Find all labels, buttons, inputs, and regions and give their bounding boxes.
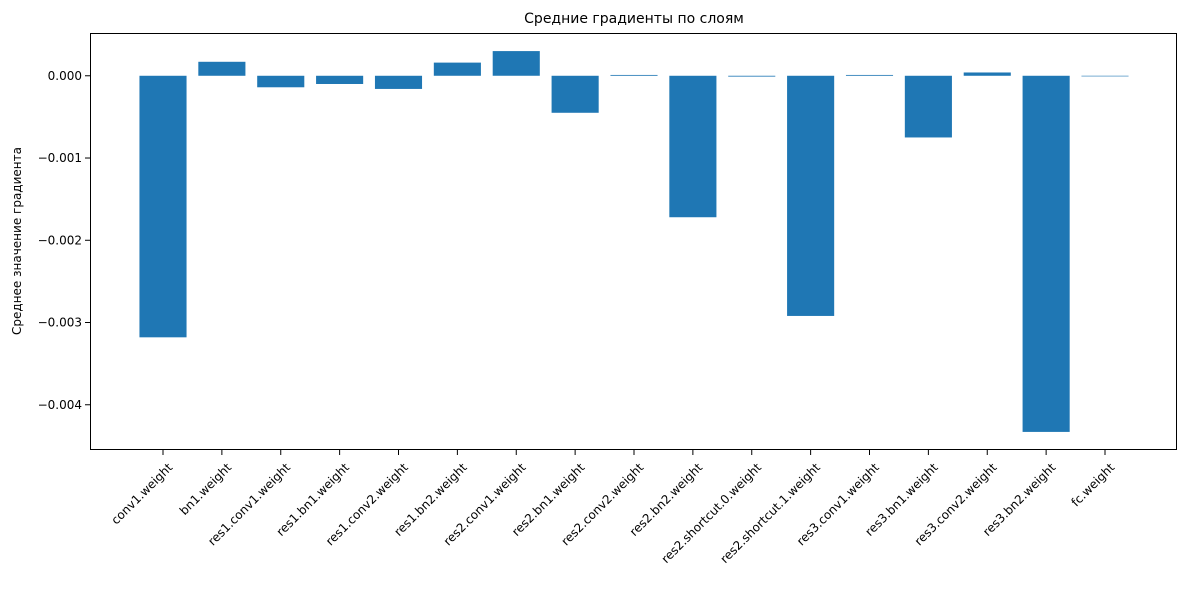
y-tick-label: −0.003	[38, 316, 82, 330]
bars-group	[139, 51, 1129, 432]
y-tick-label: −0.004	[38, 398, 82, 412]
bar	[1081, 75, 1129, 77]
bar	[316, 75, 364, 84]
bar	[139, 75, 187, 338]
bar	[845, 74, 894, 76]
bar	[669, 75, 717, 218]
y-axis: 0.000 −0.001 −0.002 −0.003 −0.004	[38, 69, 90, 412]
chart-title: Средние градиенты по слоям	[524, 11, 744, 27]
y-tick-label: −0.001	[38, 151, 82, 165]
bar	[198, 61, 246, 76]
bar	[963, 72, 1011, 76]
bar	[610, 74, 658, 76]
bar	[492, 51, 540, 76]
bar	[374, 75, 423, 89]
y-tick-label: −0.002	[38, 233, 82, 247]
bar	[904, 75, 952, 138]
y-tick-label: 0.000	[48, 69, 82, 83]
bar	[1022, 75, 1070, 432]
bar	[257, 75, 305, 88]
bar	[728, 75, 776, 77]
bar	[433, 62, 481, 76]
bar	[551, 75, 599, 113]
plot-frame	[90, 33, 1177, 450]
y-axis-title: Среднее значение градиента	[10, 147, 24, 335]
bar	[787, 75, 835, 316]
